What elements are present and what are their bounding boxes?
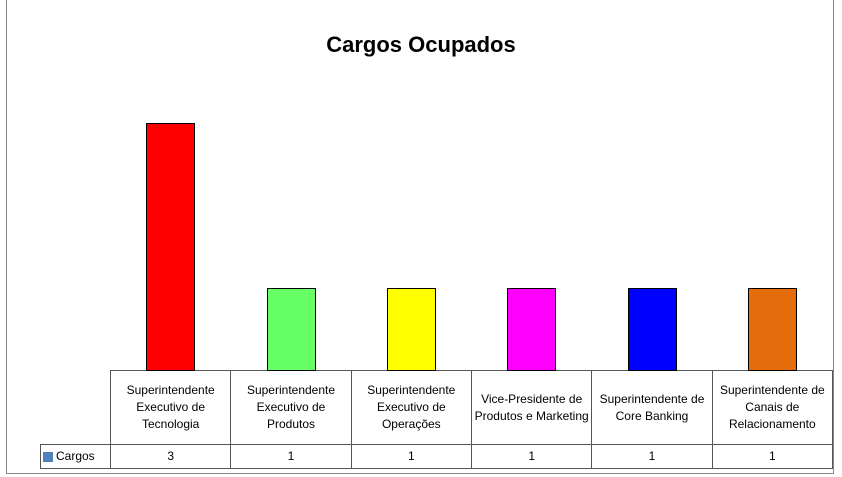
x-tick-label: Superintendente Executivo de Operações <box>350 370 472 445</box>
x-tick-label: Superintendente de Core Banking <box>591 370 713 445</box>
chart-title: Cargos Ocupados <box>326 32 516 57</box>
bar <box>747 287 797 371</box>
bar <box>507 287 557 371</box>
x-tick-label: Superintendente Executivo de Produtos <box>230 370 352 445</box>
x-tick-label: Superintendente Executivo de Tecnologia <box>110 370 232 445</box>
data-table-value: 1 <box>230 444 352 469</box>
legend-key <box>43 451 53 462</box>
x-tick-label: Vice-Presidente de Produtos e Marketing <box>471 370 593 445</box>
legend-entry: Cargos <box>40 444 111 469</box>
bar <box>386 287 436 371</box>
bar <box>266 287 316 371</box>
data-table-value: 3 <box>110 444 232 469</box>
bar <box>627 287 677 371</box>
legend-label: Cargos <box>56 449 95 463</box>
data-table-value: 1 <box>471 444 593 469</box>
data-table-value: 1 <box>711 444 833 469</box>
x-tick-label: Superintendente de Canais de Relacioname… <box>711 370 833 445</box>
data-table-value: 1 <box>350 444 472 469</box>
chart-frame <box>6 0 834 474</box>
bar <box>146 123 196 371</box>
data-table-value: 1 <box>591 444 713 469</box>
